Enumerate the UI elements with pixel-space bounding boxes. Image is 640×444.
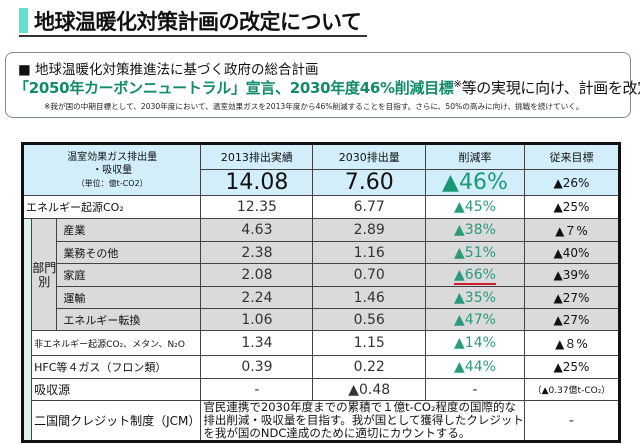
total-2013: 14.08	[200, 169, 314, 196]
v2013: 0.39	[200, 355, 314, 379]
summary-line2: 「2050年カーボンニュートラル」宣言、2030年度46%削減目標※等の実現に向…	[14, 77, 640, 98]
v2030: 0.70	[312, 263, 426, 287]
rate: ▲38%	[425, 218, 525, 242]
page-title: 地球温暖化対策計画の改定について	[34, 10, 362, 34]
v2030: 1.16	[312, 241, 426, 264]
row-label: 運輸	[56, 286, 202, 309]
prev: ▲25%	[523, 355, 621, 379]
prev: ▲27%	[523, 286, 621, 309]
v2030: 1.46	[312, 286, 426, 309]
table-row: 家庭 2.08 0.70 ▲66% ▲39%	[23, 263, 621, 287]
prev: ▲39%	[523, 263, 621, 287]
rate: ▲35%	[425, 286, 525, 309]
total-prev: ▲26%	[523, 169, 621, 196]
rate: -	[425, 378, 525, 401]
jcm-row: 二国間クレジット制度（JCM） 官民連携で2030年度までの累積で１億t-CO₂…	[23, 400, 621, 442]
emissions-table: 温室効果ガス排出量 ・吸収量 （単位：億t-CO2） 2013排出実績 2030排出…	[21, 142, 621, 443]
prev: （▲0.37億t-CO₂）	[523, 378, 621, 401]
left-strip	[21, 218, 33, 331]
v2030: 0.22	[312, 355, 426, 379]
row-label: 産業	[56, 218, 202, 242]
prev: ▲27%	[523, 308, 621, 331]
row-label: 吸収源	[31, 378, 202, 401]
v2013: -	[200, 378, 314, 401]
v2013: 4.63	[200, 218, 314, 242]
v2013: 2.08	[200, 263, 314, 287]
note-mark: ※	[453, 79, 462, 90]
rate: ▲47%	[425, 308, 525, 331]
v2030: ▲0.48	[312, 378, 426, 401]
col-prev: 従来目標	[523, 143, 621, 170]
col-2013: 2013排出実績	[200, 143, 314, 170]
prev: ▲７%	[523, 218, 621, 242]
v2030: 2.89	[312, 218, 426, 242]
title-underline	[19, 35, 367, 37]
v2013: 1.06	[200, 308, 314, 331]
nonenergy-row: 非エネルギー起源CO₂、メタン、N₂O 1.34 1.15 ▲14% ▲８%	[21, 330, 621, 442]
row-label: 二国間クレジット制度（JCM）	[31, 400, 202, 442]
title-accent-bar	[19, 8, 28, 33]
row-label: 非エネルギー起源CO₂、メタン、N₂O	[31, 330, 202, 356]
hfc-row: HFC等４ガス（フロン類） 0.39 0.22 ▲44% ▲25%	[23, 355, 621, 379]
col-rate: 削減率	[425, 143, 525, 170]
v2013: 2.24	[200, 286, 314, 309]
v2013: 12.35	[200, 195, 314, 219]
prev: ▲40%	[523, 241, 621, 264]
energy-row: エネルギー起源CO₂ 12.35 6.77 ▲45% ▲25%	[21, 195, 621, 219]
sector-label: 部門別	[31, 218, 58, 331]
table-row: 運輸 2.24 1.46 ▲35% ▲27%	[23, 286, 621, 309]
summary-line1: ■ 地球温暖化対策推進法に基づく政府の総合計画	[18, 62, 319, 78]
line2-rest: 等の実現に向け、計画を改定。	[461, 79, 640, 97]
header-row: 温室効果ガス排出量 ・吸収量 （単位：億t-CO2） 2013排出実績 2030排出…	[21, 143, 621, 196]
sink-row: 吸収源 - ▲0.48 - （▲0.37億t-CO₂）	[23, 378, 621, 401]
rate: ▲45%	[425, 195, 525, 219]
table-row: 部門別 産業 4.63 2.89 ▲38% ▲７%	[21, 218, 621, 331]
col-2030: 2030排出量	[312, 143, 426, 170]
prev: ▲８%	[523, 330, 621, 356]
v2013: 1.34	[200, 330, 314, 356]
v2030: 1.15	[312, 330, 426, 356]
row-label: 業務その他	[56, 241, 202, 264]
v2030: 6.77	[312, 195, 426, 219]
row-label: エネルギー転換	[56, 308, 202, 331]
row-label: 家庭	[56, 263, 202, 287]
header-label: 温室効果ガス排出量 ・吸収量 （単位：億t-CO2）	[21, 143, 202, 196]
row-label: HFC等４ガス（フロン類）	[31, 355, 202, 379]
highlight-text: 「2050年カーボンニュートラル」宣言、2030年度46%削減目標	[14, 79, 454, 97]
rate: ▲66%	[425, 263, 525, 287]
jcm-text: 官民連携で2030年度までの累積で１億t-CO₂程度の国際的な排出削減・吸収量を…	[200, 400, 525, 442]
prev: -	[523, 400, 621, 442]
table-row: エネルギー転換 1.06 0.56 ▲47% ▲27%	[23, 308, 621, 331]
total-2030: 7.60	[312, 169, 426, 196]
total-rate: ▲46%	[425, 169, 525, 196]
table-row: 業務その他 2.38 1.16 ▲51% ▲40%	[23, 241, 621, 264]
rate-underlined: ▲66%	[454, 267, 496, 285]
rate: ▲14%	[425, 330, 525, 356]
rate: ▲51%	[425, 241, 525, 264]
v2030: 0.56	[312, 308, 426, 331]
prev: ▲25%	[523, 195, 621, 219]
left-strip	[21, 330, 33, 442]
summary-box: ■ 地球温暖化対策推進法に基づく政府の総合計画 「2050年カーボンニュートラル…	[5, 52, 640, 118]
total-row: 14.08 7.60 ▲46% ▲26%	[23, 169, 621, 196]
rate: ▲44%	[425, 355, 525, 379]
v2013: 2.38	[200, 241, 314, 264]
row-label: エネルギー起源CO₂	[21, 195, 202, 219]
summary-note: ※我が国の中期目標として、2030年度において、温室効果ガスを2013年度から4…	[44, 102, 584, 111]
